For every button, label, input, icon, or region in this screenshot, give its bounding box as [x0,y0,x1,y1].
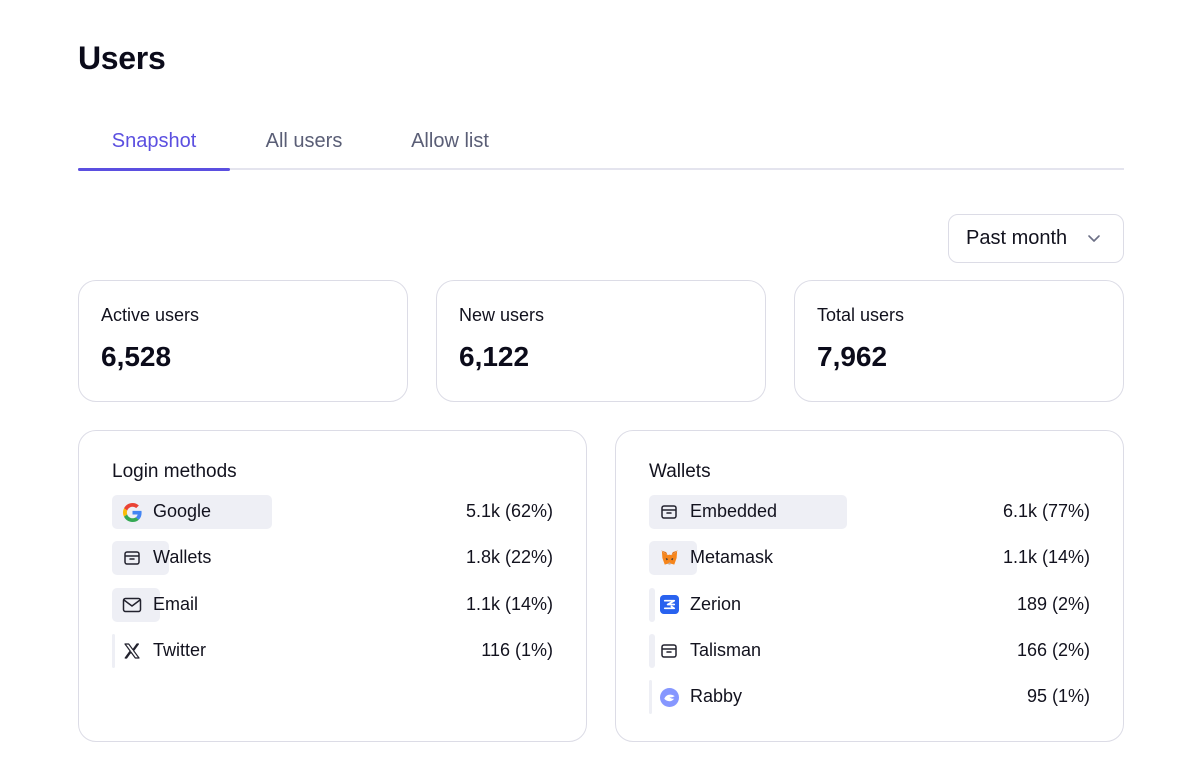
wallet-row: Talisman 166 (2%) [649,633,1090,668]
login-method-name: Email [153,593,199,614]
google-icon [122,502,142,522]
wallet-row: Zerion 189 (2%) [649,587,1090,622]
stat-value: 6,122 [459,341,530,372]
stat-card-total-users: Total users 7,962 [794,280,1124,402]
stat-label: New users [459,305,545,325]
wallet-count: 95 (1%) [1026,686,1090,707]
login-method-name: Google [153,501,212,521]
wallet-count: 189 (2%) [1016,593,1090,614]
share-bar [649,495,847,529]
wallet-name: Rabby [690,686,743,707]
tab-snapshot[interactable]: Snapshot [78,118,230,171]
share-bar [112,587,160,622]
date-range-select[interactable]: Past month [948,214,1124,263]
tab-allow-list[interactable]: Allow list [411,130,489,152]
stat-card-active-users: Active users 6,528 [78,280,408,402]
login-method-count: 5.1k (62%) [465,501,553,521]
mail-icon [122,595,142,615]
stat-value: 7,962 [817,341,888,372]
login-method-row: Twitter 116 (1%) [112,633,553,668]
wallet-name: Talisman [690,639,762,660]
share-bar [112,633,115,668]
wallet-icon [659,502,679,522]
panel-title: Wallets [649,461,711,482]
login-method-name: Wallets [153,547,212,568]
wallet-icon [659,641,679,661]
page-title: Users [78,40,166,76]
share-bar [649,680,652,715]
wallets-panel: Wallets Embedded 6.1k (77%) [615,430,1124,742]
wallet-count: 1.1k (14%) [1002,547,1090,568]
stat-card-new-users: New users 6,122 [436,280,766,402]
tab-bar: Snapshot All users Allow list [78,118,1124,171]
login-method-name: Twitter [153,639,207,660]
wallets-list: Embedded 6.1k (77%) Metamask 1.1k [649,495,1090,726]
metamask-fox-icon [659,548,679,568]
share-bar [649,633,655,668]
share-bar [649,587,655,622]
login-method-row: Email 1.1k (14%) [112,587,553,622]
tab-all-users[interactable]: All users [265,130,343,152]
zerion-icon [659,595,679,615]
wallet-count: 166 (2%) [1016,639,1090,660]
wallet-name: Embedded [690,501,778,521]
wallet-row: Embedded 6.1k (77%) [649,495,1090,529]
login-method-row: Google 5.1k (62%) [112,495,553,529]
stat-label: Total users [817,305,905,325]
login-method-count: 1.1k (14%) [465,593,553,614]
login-method-count: 1.8k (22%) [465,547,553,568]
wallet-name: Zerion [690,593,742,614]
panel-title: Login methods [112,461,237,482]
login-methods-list: Google 5.1k (62%) Wallets 1.8k (22%) [112,495,553,680]
wallet-count: 6.1k (77%) [1002,501,1090,521]
wallet-name: Metamask [690,547,774,568]
wallet-row: Rabby 95 (1%) [649,680,1090,715]
stat-label: Active users [101,305,200,325]
wallet-icon [122,548,142,568]
rabby-icon [659,687,679,707]
login-methods-panel: Login methods Google 5.1k (62%) [78,430,587,742]
wallet-row: Metamask 1.1k (14%) [649,541,1090,576]
login-method-row: Wallets 1.8k (22%) [112,541,553,576]
stat-value: 6,528 [101,341,172,372]
x-twitter-icon [122,641,142,661]
login-method-count: 116 (1%) [481,639,553,660]
date-range-value: Past month [966,227,1068,249]
chevron-down-icon [1088,235,1100,242]
share-bar [112,541,169,576]
